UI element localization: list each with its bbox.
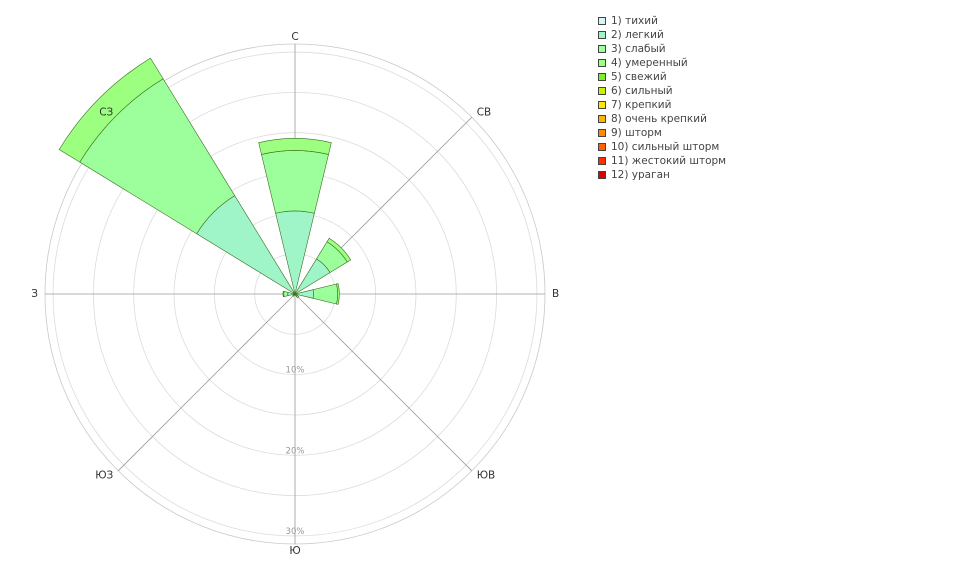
legend-swatch <box>598 45 606 53</box>
radial-grid <box>44 43 546 545</box>
legend-swatch <box>598 17 606 25</box>
wind-bar-segment <box>283 290 289 298</box>
direction-label: З <box>31 288 38 300</box>
legend-item: 6) сильный <box>598 84 726 98</box>
legend-item: 4) умеренный <box>598 56 726 70</box>
legend-swatch <box>598 59 606 67</box>
wind-rose-bars <box>58 57 352 305</box>
legend-label: 3) слабый <box>611 43 666 55</box>
legend-item: 12) ураган <box>598 168 726 182</box>
legend-label: 2) легкий <box>611 29 664 41</box>
legend-item: 9) шторм <box>598 126 726 140</box>
direction-label: В <box>552 288 559 300</box>
legend-item: 7) крепкий <box>598 98 726 112</box>
radial-tick-label: 20% <box>286 446 305 456</box>
wind-bar-segment <box>282 290 285 298</box>
wind-bar-segment <box>296 295 300 299</box>
radial-tick-label: 30% <box>286 527 305 537</box>
legend-label: 10) сильный шторм <box>611 141 720 153</box>
legend-label: 11) жестокий шторм <box>611 155 727 167</box>
legend-label: 9) шторм <box>611 127 662 139</box>
legend-label: 1) тихий <box>611 15 658 27</box>
legend-label: 12) ураган <box>611 169 670 181</box>
legend-swatch <box>598 31 606 39</box>
legend-item: 2) легкий <box>598 28 726 42</box>
legend-swatch <box>598 171 606 179</box>
radial-tick-label: 10% <box>286 366 305 376</box>
legend-item: 3) слабый <box>598 42 726 56</box>
legend-label: 6) сильный <box>611 85 673 97</box>
direction-label: С <box>291 31 298 43</box>
direction-label: ЮВ <box>477 470 496 482</box>
legend-swatch <box>598 157 606 165</box>
wind-bar-segment <box>326 237 352 263</box>
legend-swatch <box>598 115 606 123</box>
direction-spoke <box>117 293 296 472</box>
legend-label: 8) очень крепкий <box>611 113 707 125</box>
legend-swatch <box>598 143 606 151</box>
axis-labels: С СВ В ЮВ Ю ЮЗ З СЗ 10% 20% 30% <box>31 31 559 557</box>
legend-swatch <box>598 101 606 109</box>
legend-swatch <box>598 87 606 95</box>
wind-bar-segment <box>336 283 340 305</box>
wind-bar-segment <box>58 57 164 163</box>
legend-swatch <box>598 73 606 81</box>
wind-bar-segment <box>261 150 329 214</box>
direction-label: Ю <box>289 545 300 557</box>
legend-item: 8) очень крепкий <box>598 112 726 126</box>
legend-list: 1) тихий 2) легкий 3) слабый 4) умеренный 5)… <box>598 14 726 182</box>
legend-item: 11) жестокий шторм <box>598 154 726 168</box>
direction-spoke <box>294 293 473 472</box>
legend-label: 7) крепкий <box>611 99 672 111</box>
legend-label: 4) умеренный <box>611 57 688 69</box>
legend-item: 10) сильный шторм <box>598 140 726 154</box>
direction-label: СВ <box>477 106 492 118</box>
direction-label: СЗ <box>99 106 113 118</box>
legend-item: 1) тихий <box>598 14 726 28</box>
wind-bar-segment <box>292 294 295 297</box>
legend-item: 5) свежий <box>598 70 726 84</box>
wind-bar-segment <box>258 138 332 155</box>
legend: 1) тихий 2) легкий 3) слабый 4) умеренный 5)… <box>598 14 726 182</box>
legend-label: 5) свежий <box>611 71 667 83</box>
legend-swatch <box>598 129 606 137</box>
wind-bar-segment <box>312 283 339 305</box>
direction-label: ЮЗ <box>95 470 113 482</box>
